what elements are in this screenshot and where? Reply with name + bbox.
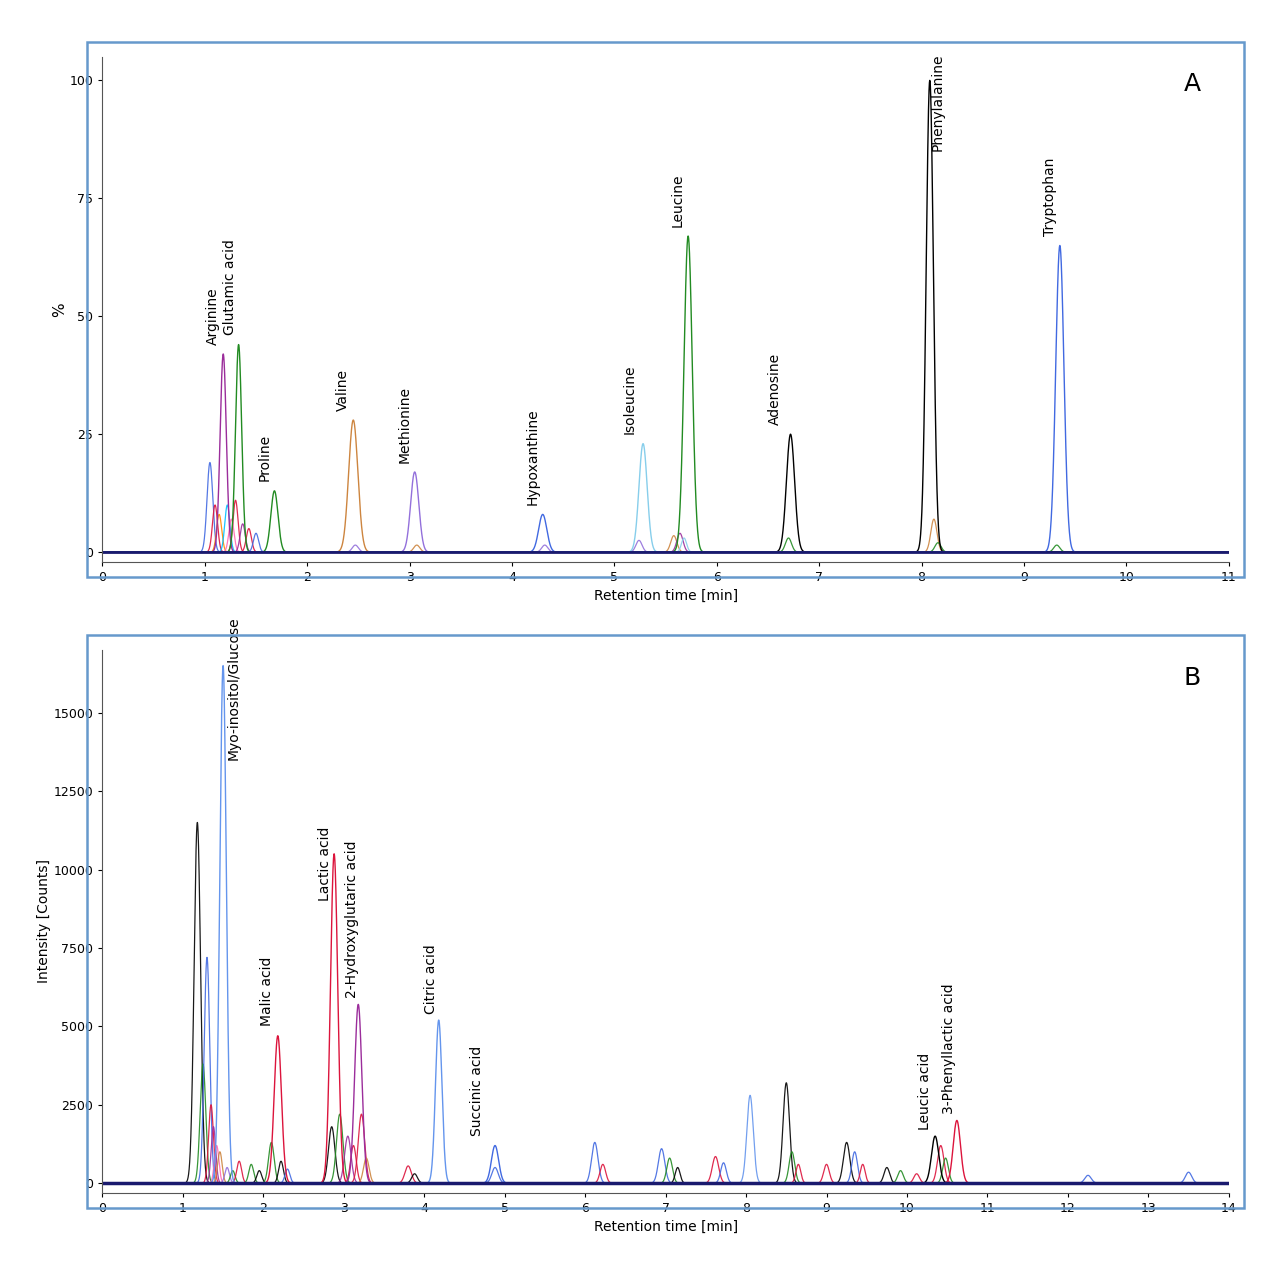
- Text: Succinic acid: Succinic acid: [470, 1046, 484, 1136]
- Text: Methionine: Methionine: [398, 385, 411, 462]
- Text: Malic acid: Malic acid: [260, 957, 274, 1026]
- Y-axis label: Intensity [Counts]: Intensity [Counts]: [37, 859, 51, 983]
- X-axis label: Retention time [min]: Retention time [min]: [594, 589, 737, 603]
- Text: Arginine: Arginine: [206, 286, 220, 345]
- Text: Phenylalanine: Phenylalanine: [931, 54, 945, 151]
- Text: Glutamic acid: Glutamic acid: [224, 240, 237, 336]
- Text: Leucic acid: Leucic acid: [918, 1053, 932, 1129]
- Text: B: B: [1184, 666, 1201, 690]
- Text: 3-Phenyllactic acid: 3-Phenyllactic acid: [942, 983, 956, 1114]
- Text: Hypoxanthine: Hypoxanthine: [526, 409, 539, 505]
- Text: Lactic acid: Lactic acid: [319, 827, 333, 901]
- Text: Proline: Proline: [257, 434, 271, 481]
- Text: Tryptophan: Tryptophan: [1043, 158, 1056, 236]
- Text: Leucine: Leucine: [671, 173, 685, 227]
- Text: Valine: Valine: [337, 369, 349, 410]
- Text: A: A: [1184, 72, 1201, 96]
- Text: Adenosine: Adenosine: [768, 352, 782, 425]
- Text: Isoleucine: Isoleucine: [623, 365, 636, 434]
- X-axis label: Retention time [min]: Retention time [min]: [594, 1220, 737, 1234]
- Text: 2-Hydroxyglutaric acid: 2-Hydroxyglutaric acid: [344, 840, 358, 998]
- Y-axis label: %: %: [51, 302, 67, 317]
- Text: Citric acid: Citric acid: [424, 944, 438, 1013]
- Text: Myo-inositol/Glucose: Myo-inositol/Glucose: [227, 616, 241, 760]
